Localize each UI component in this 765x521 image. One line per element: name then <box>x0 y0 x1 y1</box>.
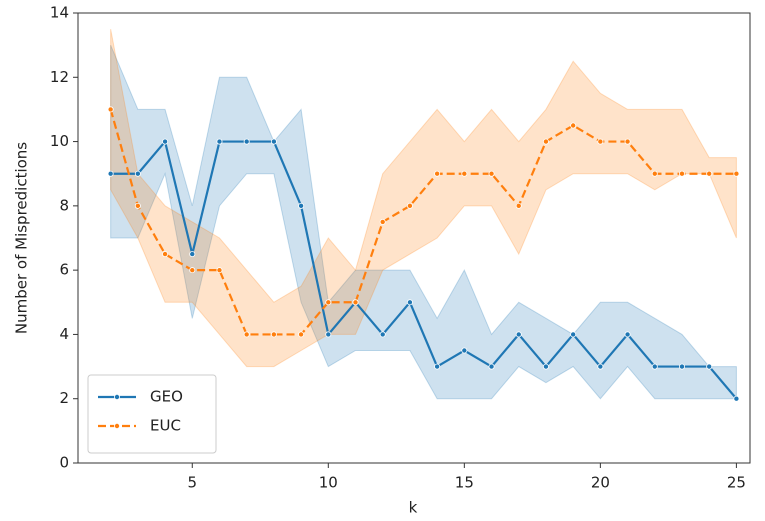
x-tick-label: 20 <box>591 474 610 492</box>
point <box>270 331 277 338</box>
point <box>134 170 141 177</box>
x-tick-label: 5 <box>187 474 197 492</box>
y-tick-label: 12 <box>50 68 69 86</box>
point <box>570 122 577 129</box>
legend-marker <box>114 422 121 429</box>
point <box>189 251 196 258</box>
y-tick-label: 2 <box>59 389 69 407</box>
point <box>542 363 549 370</box>
point <box>379 331 386 338</box>
point <box>570 331 577 338</box>
point <box>706 170 713 177</box>
point <box>162 138 169 145</box>
point <box>733 170 740 177</box>
point <box>624 138 631 145</box>
point <box>678 363 685 370</box>
y-tick-label: 14 <box>50 4 69 22</box>
plot-frame <box>77 12 751 464</box>
series-line <box>110 139 738 400</box>
point <box>298 331 305 338</box>
x-tick-label: 25 <box>727 474 746 492</box>
point <box>542 138 549 145</box>
point <box>597 363 604 370</box>
point <box>406 202 413 209</box>
point <box>107 106 114 113</box>
legend-box <box>87 374 217 454</box>
point <box>488 170 495 177</box>
y-tick-label: 8 <box>59 196 69 214</box>
x-tick-label: 15 <box>455 474 474 492</box>
point <box>189 267 196 274</box>
point <box>270 138 277 145</box>
point <box>162 251 169 258</box>
point <box>406 299 413 306</box>
series-line <box>109 109 737 336</box>
point <box>678 170 685 177</box>
point <box>216 138 223 145</box>
point <box>515 331 522 338</box>
point <box>216 267 223 274</box>
y-tick-label: 4 <box>59 325 69 343</box>
point <box>325 299 332 306</box>
point <box>325 331 332 338</box>
legend-label: EUC <box>150 417 181 435</box>
x-tick-label: 10 <box>319 474 338 492</box>
point <box>134 202 141 209</box>
y-tick-label: 0 <box>59 454 69 472</box>
point <box>461 347 468 354</box>
point <box>706 363 713 370</box>
point <box>379 218 386 225</box>
y-axis-label: Number of Mispredictions <box>13 142 31 334</box>
point <box>515 202 522 209</box>
point <box>352 299 359 306</box>
point <box>597 138 604 145</box>
legend-marker <box>114 393 121 400</box>
point <box>461 170 468 177</box>
point <box>107 170 114 177</box>
point <box>624 331 631 338</box>
y-tick-label: 10 <box>50 132 69 150</box>
confidence-band <box>110 28 737 368</box>
point <box>651 170 658 177</box>
point <box>298 202 305 209</box>
point <box>488 363 495 370</box>
x-axis-label: k <box>409 499 418 517</box>
legend: GEO EUC <box>87 374 217 454</box>
point <box>434 363 441 370</box>
point <box>243 138 250 145</box>
y-tick-label: 6 <box>59 261 69 279</box>
point <box>434 170 441 177</box>
point <box>651 363 658 370</box>
legend-label: GEO <box>150 388 183 406</box>
point <box>243 331 250 338</box>
point <box>733 395 740 402</box>
